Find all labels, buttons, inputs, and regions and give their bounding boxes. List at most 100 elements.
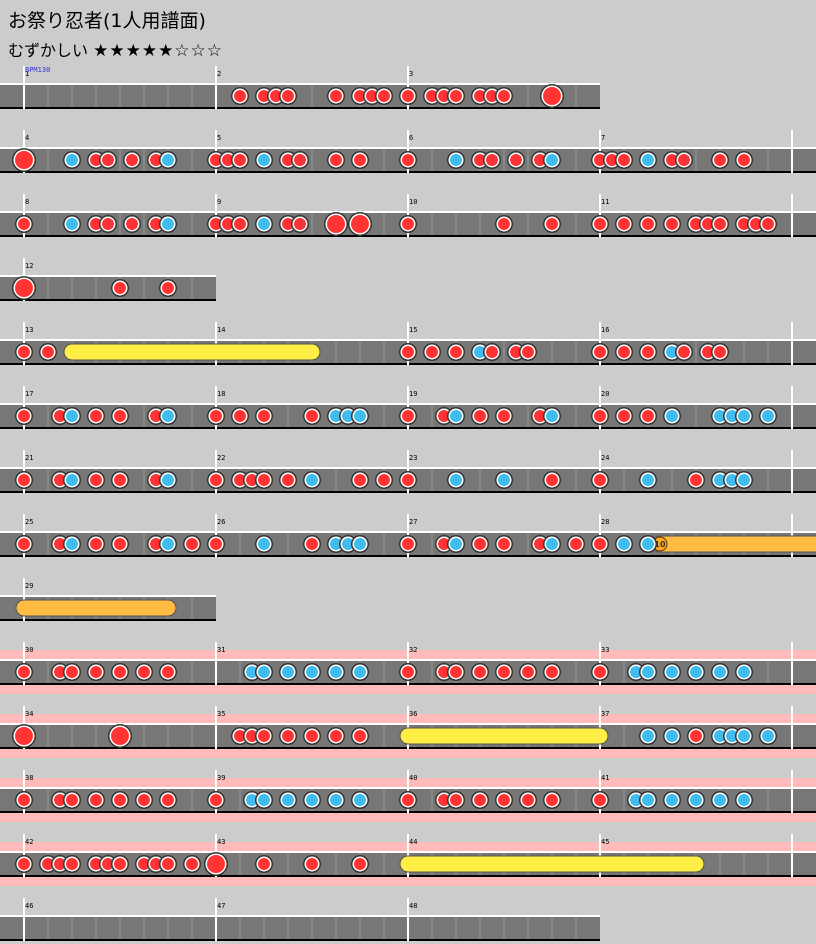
don-note [615,343,633,361]
ka-note [63,535,81,553]
note-face [342,410,354,422]
note-face [546,218,558,230]
note-face [54,794,66,806]
note-face [246,474,258,486]
note-face [354,858,366,870]
note-face [162,154,174,166]
measure-number: 5 [217,134,221,142]
measure-number: 27 [409,518,417,526]
note-face [594,474,606,486]
note-face [126,218,138,230]
note-face [474,794,486,806]
don-note [711,151,729,169]
note-face [738,666,750,678]
don-note [327,151,345,169]
note-face [150,858,162,870]
note-face [474,666,486,678]
note-face [258,794,270,806]
don-note [639,407,657,425]
don-note [495,87,513,105]
note-face [162,282,174,294]
note-face [522,666,534,678]
note-face [714,474,726,486]
ka-note [639,471,657,489]
note-face [150,410,162,422]
chart-row: 46 47 48 [0,898,600,941]
ka-note [447,471,465,489]
note-face [666,666,678,678]
note-face [594,538,606,550]
don-note [471,407,489,425]
don-note [471,791,489,809]
note-face [378,90,390,102]
ka-note [615,535,633,553]
note-face [486,90,498,102]
ka-note [639,535,657,553]
ka-note [543,151,561,169]
note-face [642,666,654,678]
note-face [522,346,534,358]
don-note [135,791,153,809]
don-note [615,151,633,169]
note-face [138,666,150,678]
note-face [234,218,246,230]
note-face [330,410,342,422]
don-note [279,87,297,105]
note-face [402,346,414,358]
note-face [306,794,318,806]
ka-note [543,535,561,553]
big-don-note [348,212,372,236]
ka-note [255,663,273,681]
note-face [258,474,270,486]
note-face [306,410,318,422]
ka-note [255,151,273,169]
note-face [114,858,126,870]
note-face [642,474,654,486]
note-face [54,474,66,486]
ka-note [63,151,81,169]
note-face [666,346,678,358]
balloon-count: 10 [654,540,666,549]
note-face [282,90,294,102]
big-don-note [12,148,36,172]
note-face [534,538,546,550]
don-note [615,407,633,425]
note-face [210,474,222,486]
ka-note [495,471,513,489]
don-note [303,727,321,745]
don-note [399,87,417,105]
ka-note [255,791,273,809]
note-face [570,538,582,550]
don-note [399,535,417,553]
don-note [591,343,609,361]
note-face [114,474,126,486]
measure-number: 33 [601,646,609,654]
note-face [90,538,102,550]
note-face [186,538,198,550]
measure-number: 41 [601,774,609,782]
note-face [162,538,174,550]
note-face [354,666,366,678]
don-note [207,535,225,553]
ka-note [327,791,345,809]
ka-note [327,663,345,681]
note-face [114,410,126,422]
don-note [135,663,153,681]
chart-row: 42 43 44 45 [0,834,816,886]
note-face [450,474,462,486]
don-note [279,727,297,745]
measure-number: 25 [25,518,33,526]
ka-note [543,407,561,425]
don-note [399,791,417,809]
don-note [423,343,441,361]
note-face [738,218,750,230]
note-face [642,218,654,230]
note-face [138,794,150,806]
note-face [630,666,642,678]
note-face [594,218,606,230]
note-face [258,90,270,102]
chart-row: 25 26 27 28 10 [0,514,816,557]
don-note [303,535,321,553]
don-note [399,407,417,425]
don-note [543,471,561,489]
